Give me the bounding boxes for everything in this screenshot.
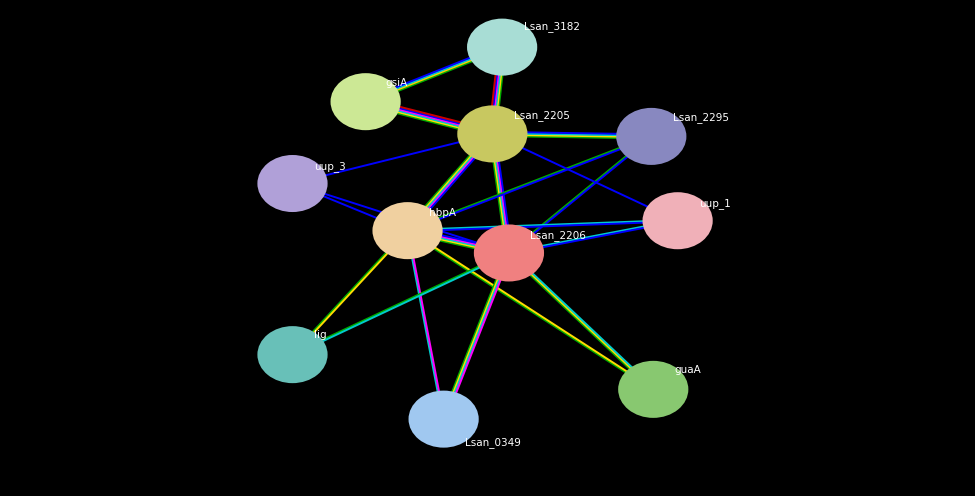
Text: gsiA: gsiA — [385, 78, 408, 88]
Text: Lsan_0349: Lsan_0349 — [465, 437, 521, 448]
Ellipse shape — [372, 202, 443, 259]
Text: guaA: guaA — [675, 365, 701, 374]
Ellipse shape — [467, 19, 537, 75]
Text: Lsan_2206: Lsan_2206 — [530, 230, 586, 241]
Text: hbpA: hbpA — [429, 208, 456, 218]
Text: lig: lig — [314, 330, 327, 340]
Ellipse shape — [643, 192, 713, 249]
Ellipse shape — [257, 155, 328, 212]
Text: Lsan_3182: Lsan_3182 — [524, 21, 579, 32]
Text: Lsan_2295: Lsan_2295 — [673, 112, 728, 123]
Ellipse shape — [618, 361, 688, 418]
Text: uup_3: uup_3 — [314, 161, 346, 172]
Ellipse shape — [616, 108, 686, 165]
Ellipse shape — [409, 391, 479, 447]
Ellipse shape — [457, 106, 527, 163]
Text: Lsan_2205: Lsan_2205 — [514, 110, 569, 121]
Ellipse shape — [474, 224, 544, 282]
Text: uup_1: uup_1 — [699, 198, 731, 209]
Ellipse shape — [257, 326, 328, 383]
Ellipse shape — [331, 73, 401, 130]
